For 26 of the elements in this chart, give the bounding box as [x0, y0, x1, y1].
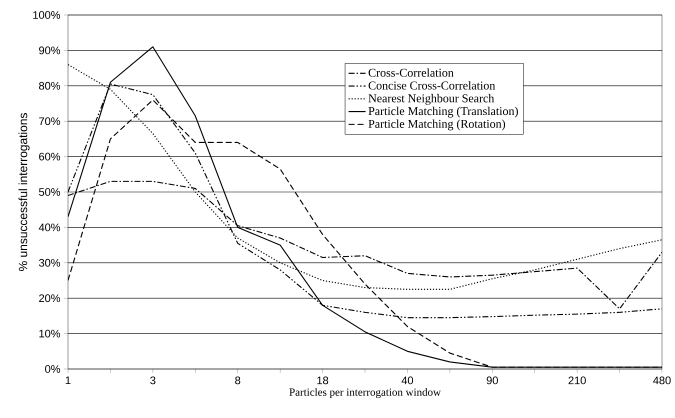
- y-tick-label: 100%: [33, 11, 60, 19]
- x-tick-label: 1: [66, 376, 71, 384]
- y-tick-label: 40%: [38, 224, 60, 232]
- legend-label: Particle Matching (Rotation): [368, 119, 506, 130]
- legend-label: Nearest Neighbour Search: [368, 94, 494, 105]
- y-axis-title: % unsuccessful interrogations: [18, 113, 30, 271]
- y-tick-label: 10%: [39, 330, 60, 338]
- x-tick-label: 480: [653, 376, 671, 384]
- y-tick-label: 60%: [39, 152, 60, 160]
- legend-label: Particle Matching (Translation): [368, 106, 518, 118]
- y-tick-label: 30%: [38, 258, 60, 267]
- y-tick-label: 80%: [39, 82, 60, 90]
- x-axis-title: Particles per interrogation window: [289, 388, 441, 398]
- x-tick-label: 8: [235, 376, 240, 384]
- legend-label: Concise Cross-Correlation: [368, 81, 496, 90]
- x-tick-label: 18: [317, 376, 328, 384]
- legend-label: Cross-Correlation: [368, 68, 454, 77]
- x-tick-label: 40: [402, 376, 414, 384]
- x-tick-label: 3: [150, 376, 156, 384]
- y-tick-label: 50%: [38, 188, 60, 196]
- y-tick-label: 20%: [39, 294, 60, 302]
- y-tick-label: 90%: [39, 46, 60, 54]
- y-tick-label: 0%: [45, 365, 60, 373]
- x-tick-label: 210: [568, 376, 586, 384]
- x-tick-label: 90: [486, 376, 498, 384]
- y-tick-label: 70%: [39, 117, 60, 126]
